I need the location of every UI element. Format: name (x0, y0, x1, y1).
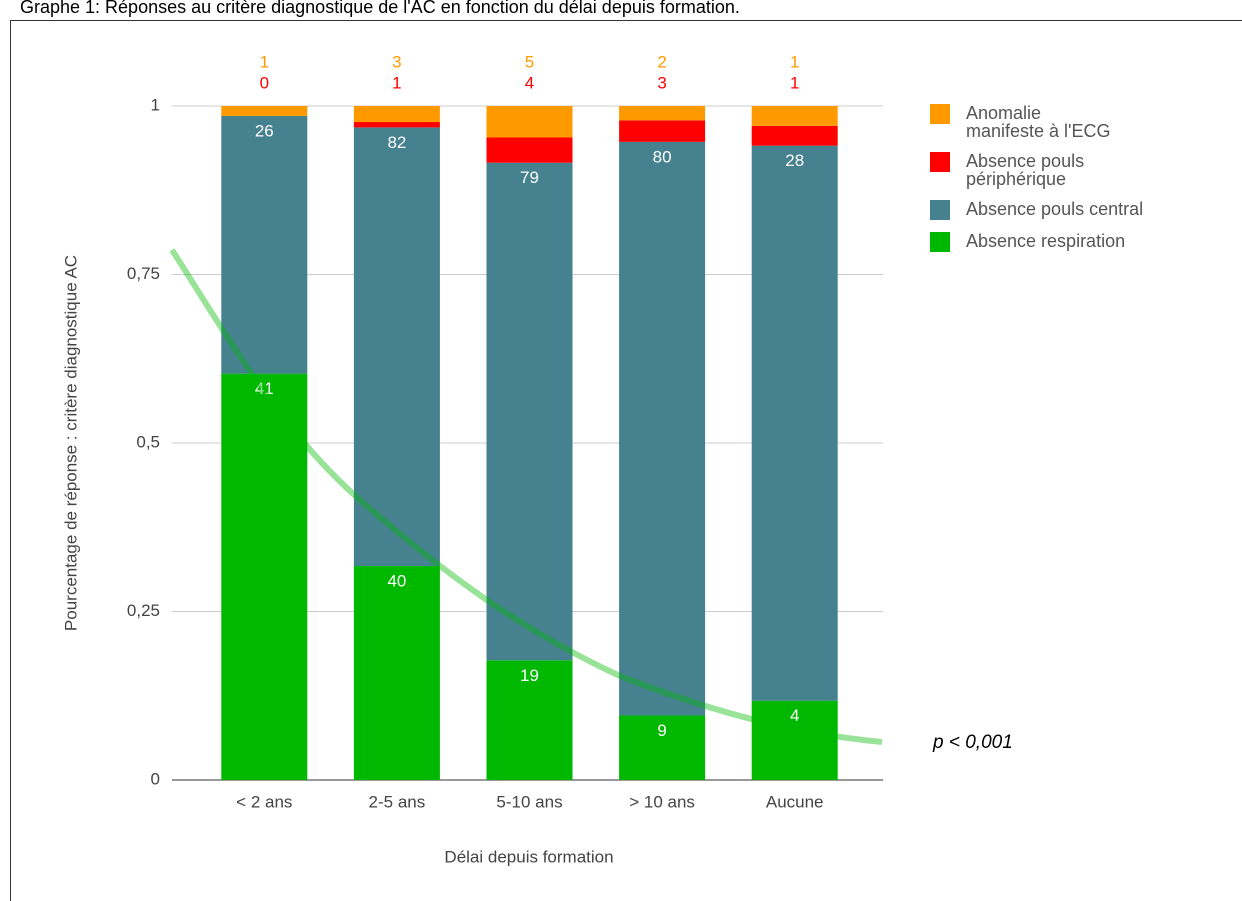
legend-label: Anomalie manifeste à l'ECG (966, 103, 1111, 141)
data-label: 1 (260, 52, 269, 71)
bar-segment (619, 106, 706, 121)
data-label: 82 (387, 133, 406, 152)
bar-segment (353, 127, 440, 567)
bar-segment (486, 106, 573, 138)
x-axis-label: Délai depuis formation (444, 847, 613, 866)
data-label: 19 (520, 666, 539, 685)
bar-segment (221, 106, 308, 116)
trend-line (169, 248, 883, 745)
legend: Anomalie manifeste à l'ECG Absence pouls … (930, 104, 1230, 264)
bar-segment (751, 125, 838, 146)
data-label: 9 (657, 721, 666, 740)
x-tick-label: < 2 ans (236, 792, 292, 811)
bar-segment (353, 566, 440, 780)
y-tick-label: 0,75 (127, 264, 160, 283)
data-label: 28 (785, 151, 804, 170)
data-label: 4 (525, 73, 534, 92)
bar-segment (486, 137, 573, 163)
bar-segment (221, 115, 308, 374)
x-tick-label: > 10 ans (629, 792, 695, 811)
data-label: 3 (392, 52, 401, 71)
bar-segment (751, 145, 838, 701)
data-label: 4 (790, 706, 799, 725)
legend-label: Absence pouls central (966, 199, 1144, 219)
frame (10, 20, 1242, 901)
y-tick-label: 0 (151, 769, 160, 788)
legend-item: Anomalie manifeste à l'ECG (930, 104, 1230, 140)
data-label: 0 (260, 73, 269, 92)
data-label: 1 (790, 52, 799, 71)
bar-segment (353, 122, 440, 128)
bar-segment (751, 106, 838, 126)
data-label: 1 (790, 73, 799, 92)
bar-segment (619, 715, 706, 780)
y-tick-label: 1 (151, 95, 160, 114)
bar-segment (353, 106, 440, 123)
x-tick-label: 5-10 ans (496, 792, 562, 811)
x-tick-label: Aucune (766, 792, 824, 811)
data-label: 79 (520, 168, 539, 187)
y-tick-label: 0,25 (127, 601, 160, 620)
legend-label: Absence pouls périphérique (966, 151, 1085, 189)
data-label: 5 (525, 52, 534, 71)
bar-segment (221, 373, 308, 780)
bar-segment (486, 660, 573, 780)
bar-segment (619, 120, 706, 142)
bar-segment (751, 700, 838, 780)
annotation: p < 0,001 (932, 732, 1013, 753)
legend-label: Absence respiration (966, 231, 1126, 251)
data-label: 80 (653, 147, 672, 166)
legend-swatch (930, 200, 950, 220)
x-tick-label: 2-5 ans (369, 792, 426, 811)
chart-title: Graphe 1: Réponses au critère diagnostiq… (20, 0, 740, 17)
data-label: 26 (255, 121, 274, 140)
legend-item: Absence pouls périphérique (930, 152, 1230, 188)
legend-swatch (930, 152, 950, 172)
legend-swatch (930, 232, 950, 252)
data-label: 41 (255, 379, 274, 398)
legend-item: Absence respiration (930, 232, 1230, 252)
legend-swatch (930, 104, 950, 124)
y-axis-label: Pourcentage de réponse : critère diagnos… (61, 255, 80, 631)
data-label: 40 (387, 572, 406, 591)
legend-item: Absence pouls central (930, 200, 1230, 220)
bar-segment (486, 162, 573, 661)
data-label: 2 (657, 52, 666, 71)
bar-segment (619, 141, 706, 716)
data-label: 3 (657, 73, 666, 92)
y-tick-label: 0,5 (136, 432, 160, 451)
data-label: 1 (392, 73, 401, 92)
